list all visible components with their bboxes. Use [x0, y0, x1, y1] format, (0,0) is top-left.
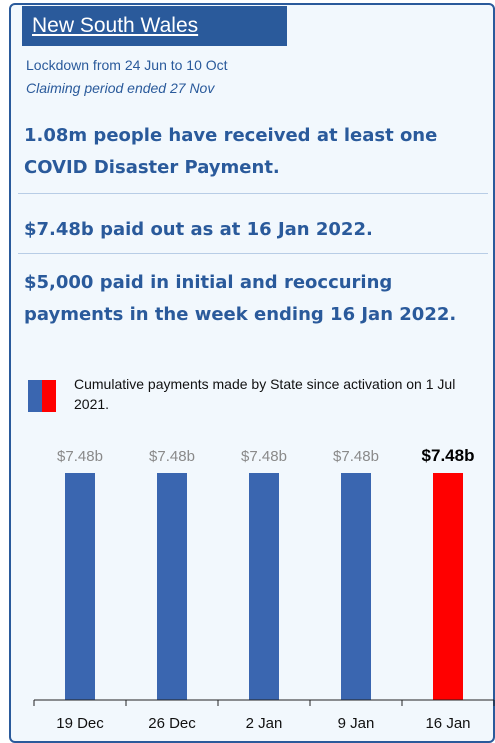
x-tick-label: 9 Jan	[338, 715, 375, 732]
bar-value-label: $7.48b	[333, 448, 379, 465]
bar-value-label: $7.48b	[149, 448, 195, 465]
bar-value-label: $7.48b	[422, 446, 475, 465]
people-stat: 1.08m people have received at least one …	[24, 125, 438, 178]
bar	[157, 473, 187, 700]
legend-swatch-blue	[28, 380, 42, 412]
divider	[18, 253, 488, 254]
weekly-stat: $5,000 paid in initial and reoccuring pa…	[24, 272, 457, 325]
claiming-period: Claiming period ended 27 Nov	[26, 80, 215, 96]
paid-stat: $7.48b paid out as at 16 Jan 2022.	[24, 219, 373, 240]
bar	[341, 473, 371, 700]
state-title[interactable]: New South Wales	[22, 6, 287, 46]
x-tick-label: 16 Jan	[425, 715, 470, 732]
lockdown-period: Lockdown from 24 Jun to 10 Oct	[26, 57, 228, 73]
bar	[65, 473, 95, 700]
x-tick-label: 2 Jan	[246, 715, 283, 732]
bar	[433, 473, 463, 700]
legend-text: Cumulative payments made by State since …	[74, 376, 456, 412]
x-tick-label: 19 Dec	[56, 715, 104, 732]
x-tick-label: 26 Dec	[148, 715, 196, 732]
legend-swatch-red	[42, 380, 56, 412]
bar	[249, 473, 279, 700]
bar-value-label: $7.48b	[57, 448, 103, 465]
divider	[18, 193, 488, 194]
bar-value-label: $7.48b	[241, 448, 287, 465]
legend-swatch	[28, 380, 56, 412]
